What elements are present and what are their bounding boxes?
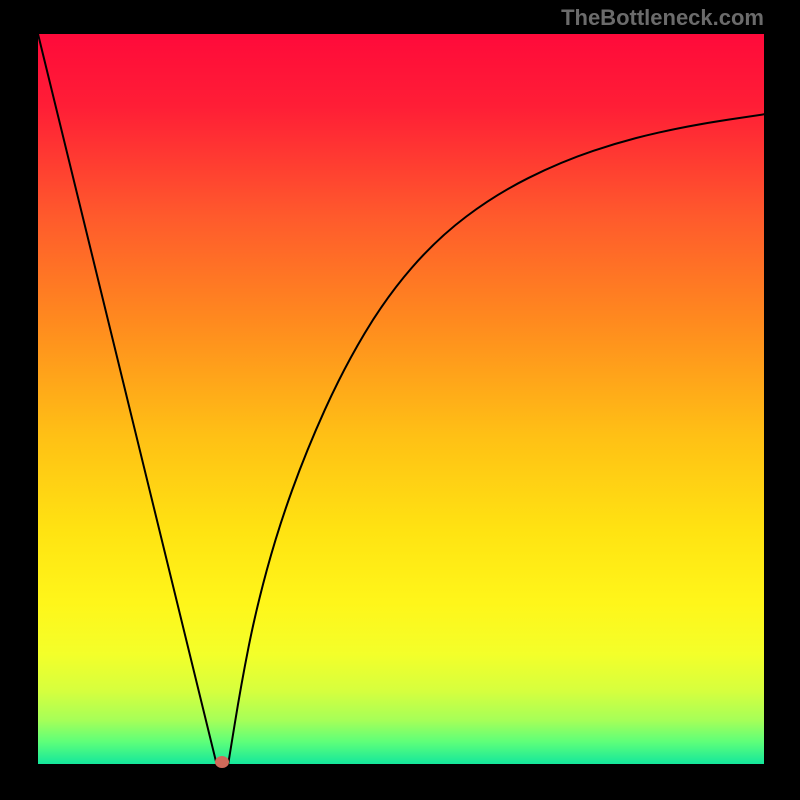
watermark-text: TheBottleneck.com	[561, 5, 764, 31]
vertex-marker	[215, 756, 229, 768]
plot-area	[38, 34, 764, 764]
chart-container: TheBottleneck.com	[0, 0, 800, 800]
